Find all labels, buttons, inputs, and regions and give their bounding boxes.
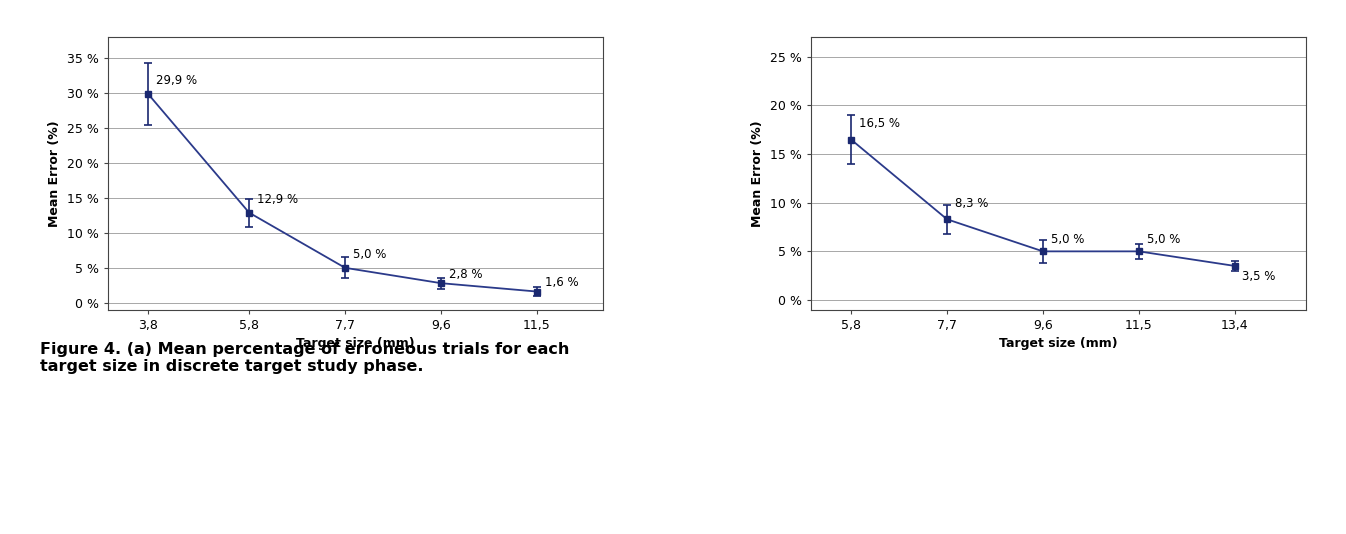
Y-axis label: Mean Error (%): Mean Error (%) (751, 120, 765, 227)
X-axis label: Target size (mm): Target size (mm) (999, 337, 1117, 350)
Text: 16,5 %: 16,5 % (859, 117, 899, 130)
Text: 5,0 %: 5,0 % (353, 248, 386, 261)
Text: 3,5 %: 3,5 % (1242, 270, 1276, 284)
Text: 8,3 %: 8,3 % (954, 197, 988, 209)
Text: 1,6 %: 1,6 % (545, 277, 579, 289)
Text: Figure 4. (a) Mean percentage of erroneous trials for each
target size in discre: Figure 4. (a) Mean percentage of erroneo… (40, 342, 569, 374)
Text: 5,0 %: 5,0 % (1050, 233, 1084, 247)
Text: 5,0 %: 5,0 % (1147, 233, 1180, 247)
Text: 29,9 %: 29,9 % (156, 74, 197, 87)
X-axis label: Target size (mm): Target size (mm) (296, 337, 415, 350)
Text: 12,9 %: 12,9 % (257, 193, 297, 206)
Text: 2,8 %: 2,8 % (448, 268, 482, 281)
Y-axis label: Mean Error (%): Mean Error (%) (48, 120, 61, 227)
